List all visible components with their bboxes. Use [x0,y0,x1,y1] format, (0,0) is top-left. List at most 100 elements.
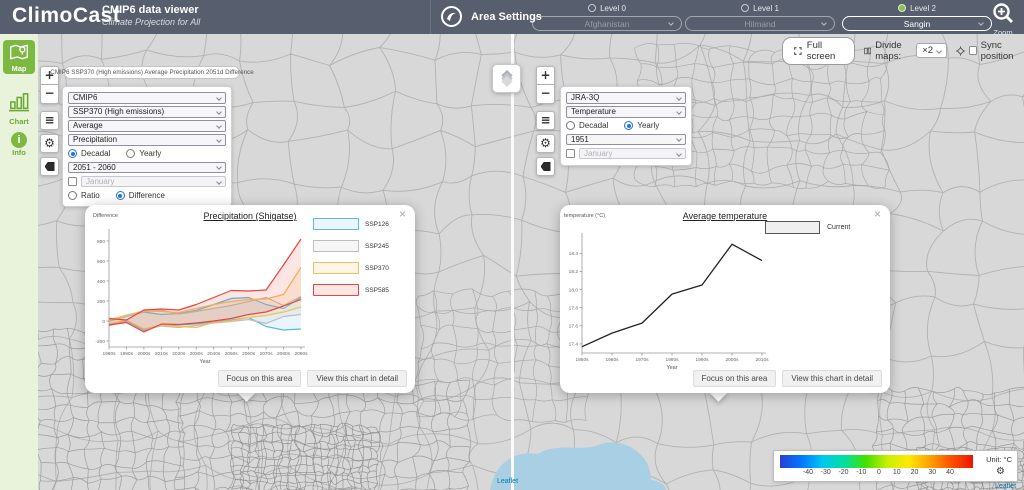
focus-area-button[interactable]: Focus on this area [692,370,777,387]
svg-text:-200: -200 [95,339,105,345]
zoom-out-button-left[interactable]: − [40,85,59,104]
sidebar-item-info[interactable]: i Info [0,132,38,157]
sidebar-item-map-label: Map [11,64,27,73]
color-scale-tick: -10 [856,469,867,476]
view-detail-button[interactable]: View this chart in detail [307,370,407,387]
decadal-radio[interactable] [68,149,77,158]
svg-text:2000s: 2000s [137,351,151,357]
variable-select[interactable]: Precipitation [68,134,226,146]
zoom-in-button-right[interactable]: + [536,66,555,85]
color-gradient-bar [780,455,973,468]
period-select-right[interactable]: 1951 [566,133,686,145]
month-checkbox-right[interactable] [566,149,575,158]
svg-text:400: 400 [97,279,105,285]
level2-label: Level 2 [910,3,936,13]
legend-entry-ssp585: SSP585 [313,284,389,296]
sync-position-checkbox[interactable] [969,46,977,55]
settings-gear-button-right[interactable]: ⚙ [536,134,555,153]
month-row-right: January [566,147,686,160]
svg-text:0: 0 [102,319,105,325]
gear-icon[interactable]: ⚙ [996,466,1005,477]
layers-button[interactable] [492,64,521,93]
yearly-label-right: Yearly [637,121,660,130]
statistic-select[interactable]: Average [68,120,226,132]
label-tag-button-left[interactable] [40,157,59,176]
sync-position-icon [956,45,966,56]
subtitle-line2: Climate Projection for All [102,16,201,27]
chart-title: Average temperature [682,211,768,221]
label-tag-button-right[interactable] [536,157,555,176]
fullscreen-icon [794,46,802,55]
difference-radio[interactable] [115,191,125,200]
cadence-radio-group: Decadal Yearly [68,148,226,159]
close-icon[interactable]: × [873,207,881,221]
level1-radio[interactable] [741,4,750,12]
chevron-down-icon [668,20,674,26]
svg-text:1970s: 1970s [635,357,649,363]
chevron-down-icon [676,94,682,101]
popup-buttons: Focus on this area View this chart in de… [692,370,882,387]
app-header: ClimoCast CMIP6 data viewer Climate Proj… [0,0,1024,37]
zoom-icon [993,3,1013,23]
full-screen-button[interactable]: Full screen [782,36,855,65]
yearly-radio[interactable] [126,149,136,158]
map-toolbar: Full screen Divide maps: ×2 Sync positio… [782,36,1024,65]
dataset-select[interactable]: CMIP6 [68,92,226,104]
view-detail-button[interactable]: View this chart in detail [782,370,882,387]
map-color-scale: -40 -30 -20 -10 0 10 20 30 40 Unit: °C ⚙ [773,450,1018,482]
legend-swatch [765,221,820,234]
level0-select: Afghanistan [532,16,682,31]
chart-legend: Current [765,221,850,234]
level0-group: Level 0 Afghanistan [532,2,682,31]
decadal-radio-right[interactable] [566,121,575,130]
sidebar-item-chart-label: Chart [9,117,29,126]
legend-entry-ssp245: SSP245 [313,240,389,252]
svg-text:1980s: 1980s [102,351,116,357]
sidebar-item-map[interactable]: Map [3,40,35,74]
mode-radio-group: Ratio Difference [68,190,226,201]
color-scale-tick: 10 [892,469,901,476]
zoom-out-button-right[interactable]: − [536,85,555,104]
focus-area-button[interactable]: Focus on this area [217,370,302,387]
legend-list-button-left[interactable]: ≡ [40,111,59,130]
yearly-radio-right[interactable] [624,121,634,130]
legend-label: SSP245 [365,242,389,250]
header-separator [430,0,431,34]
svg-text:2090s: 2090s [294,351,308,357]
divide-maps-group: Divide maps: ×2 [864,40,948,62]
variable-select-right[interactable]: Temperature [566,106,686,118]
gear-icon: ⚙ [540,136,551,150]
zoom-tool[interactable]: Zoom [988,2,1018,37]
layers-icon [500,69,513,87]
info-icon: i [11,132,27,148]
sidebar-item-chart[interactable]: Chart [0,92,38,126]
svg-text:1990s: 1990s [695,357,709,363]
month-select: January [81,175,226,188]
leaflet-attribution-left[interactable]: Leaflet [497,478,519,485]
level0-radio[interactable] [588,4,597,12]
legend-label: Current [827,224,851,231]
svg-text:2070s: 2070s [260,351,274,357]
settings-gear-button-left[interactable]: ⚙ [40,134,59,153]
month-checkbox[interactable] [68,177,77,186]
unit-label: Unit: °C [986,455,1012,464]
svg-text:2020s: 2020s [172,351,186,357]
svg-text:1960s: 1960s [605,357,619,363]
leaflet-attribution-right[interactable]: Leaflet [995,483,1017,490]
sync-position-group: Sync position [956,40,1024,62]
close-icon[interactable]: × [398,207,406,221]
dataset-select-right[interactable]: JRA-3Q [566,92,686,104]
level2-select[interactable]: Sangin [842,16,992,31]
decadal-label: Decadal [81,149,111,158]
month-select-right: January [579,147,686,160]
zoom-in-button-left[interactable]: + [40,66,59,85]
ratio-radio[interactable] [68,191,77,200]
layer-summary: CMIP6 SSP370 (High emissions) Average Pr… [50,66,254,79]
level2-radio[interactable] [898,4,907,12]
divide-maps-select[interactable]: ×2 [916,43,948,58]
scenario-select[interactable]: SSP370 (High emissions) [68,106,226,118]
legend-label: SSP370 [365,264,389,272]
legend-list-button-right[interactable]: ≡ [536,111,555,130]
period-select[interactable]: 2051 - 2060 [68,161,226,173]
